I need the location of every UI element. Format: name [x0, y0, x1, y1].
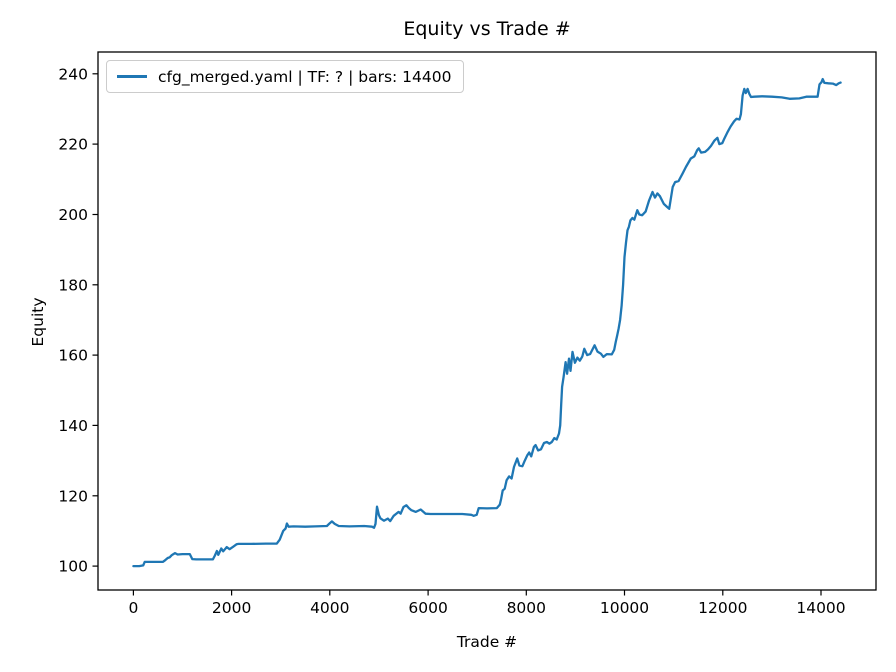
y-tick-label: 220	[58, 136, 88, 154]
axes-spines	[97, 51, 877, 591]
legend-label: cfg_merged.yaml | TF: ? | bars: 14400	[158, 67, 452, 86]
legend: cfg_merged.yaml | TF: ? | bars: 14400	[106, 60, 465, 93]
x-tick-label: 8000	[507, 599, 546, 617]
legend-line-sample-icon	[117, 75, 147, 78]
y-tick-label: 180	[58, 276, 88, 294]
x-axis-label: Trade #	[456, 633, 518, 651]
y-tick-label: 120	[58, 487, 88, 505]
equity-curve	[132, 77, 842, 568]
y-axis-label: Equity	[29, 297, 47, 347]
y-tick-label: 240	[58, 65, 88, 83]
x-tick-label: 0	[128, 599, 138, 617]
x-tick-label: 12000	[698, 599, 747, 617]
x-tick-label: 14000	[796, 599, 845, 617]
y-tick-label: 140	[58, 417, 88, 435]
y-tick-label: 160	[58, 347, 88, 365]
x-tick-label: 10000	[600, 599, 649, 617]
x-tick-label: 4000	[310, 599, 349, 617]
x-tick-label: 6000	[408, 599, 447, 617]
y-tick-label: 100	[58, 558, 88, 576]
chart-title: Equity vs Trade #	[403, 18, 571, 40]
x-tick-label: 2000	[212, 599, 251, 617]
y-tick-label: 200	[58, 206, 88, 224]
